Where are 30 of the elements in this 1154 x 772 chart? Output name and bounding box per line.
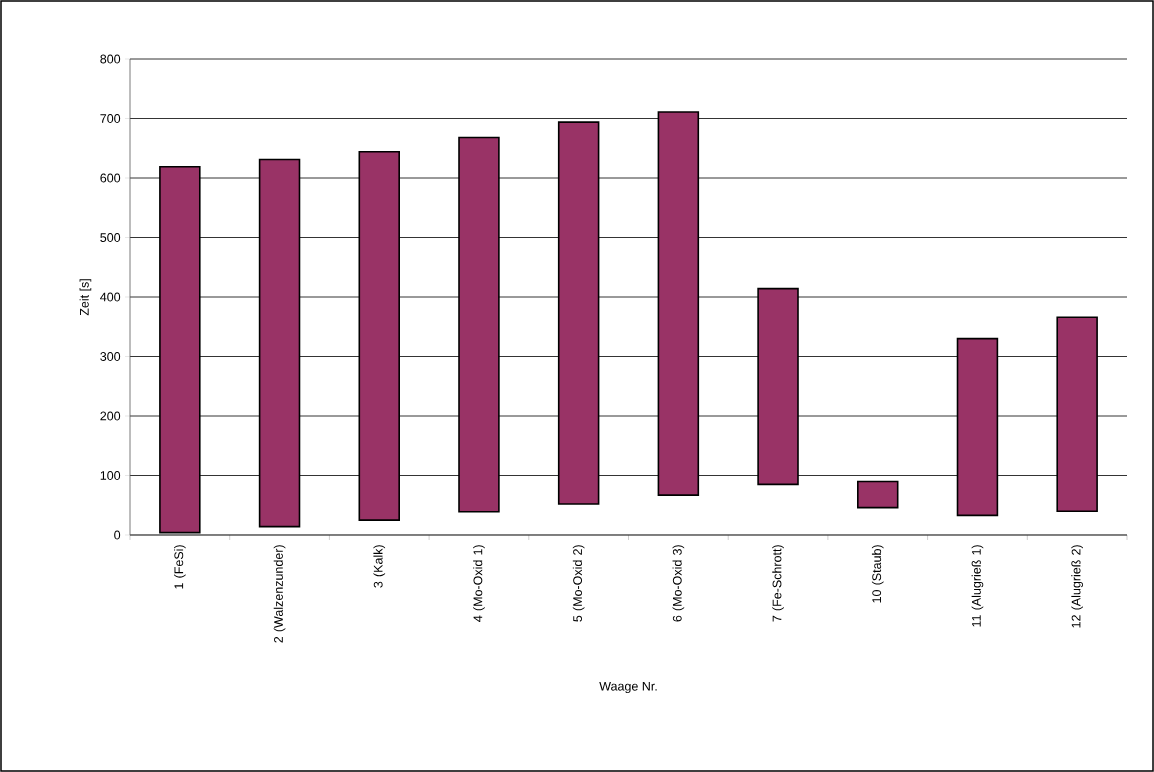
x-tick-label: 3 (Kalk) xyxy=(373,545,386,588)
y-tick-label: 600 xyxy=(100,173,121,183)
y-tick-label: 500 xyxy=(100,233,121,242)
bar xyxy=(1056,316,1098,512)
x-tick-label: 10 (Staub) xyxy=(871,545,884,603)
y-tick-label: 700 xyxy=(100,114,121,123)
y-tick-label: 0 xyxy=(114,530,121,540)
x-tick-label: 11 (Alugrieß 1) xyxy=(971,545,984,627)
x-tick-label: 7 (Fe-Schrott) xyxy=(772,545,784,622)
y-tick-label: 100 xyxy=(100,471,121,480)
x-tick-label: 2 (Walzenzunder) xyxy=(273,545,286,643)
bar xyxy=(857,480,899,509)
x-axis-title: Waage Nr. xyxy=(599,681,657,694)
bar xyxy=(657,111,700,496)
y-tick-label: 400 xyxy=(100,292,121,302)
bar xyxy=(956,337,999,517)
y-tick-label: 800 xyxy=(100,54,121,64)
x-tick-label: 6 (Mo-Oxid 3) xyxy=(672,545,685,622)
bar xyxy=(458,136,500,513)
y-axis-title: Zeit [s] xyxy=(79,279,92,316)
x-tick-label: 12 (Alugrieß 2) xyxy=(1071,545,1083,628)
bar xyxy=(358,151,400,521)
bar xyxy=(258,158,301,528)
x-tick-label: 5 (Mo-Oxid 2) xyxy=(572,545,585,622)
x-tick-label: 4 (Mo-Oxid 1) xyxy=(473,545,485,622)
y-tick-label: 200 xyxy=(100,411,121,421)
bar xyxy=(557,121,600,505)
x-tick-label: 1 (FeSi) xyxy=(174,545,186,589)
y-tick-label: 300 xyxy=(100,352,121,361)
bar xyxy=(757,287,799,486)
